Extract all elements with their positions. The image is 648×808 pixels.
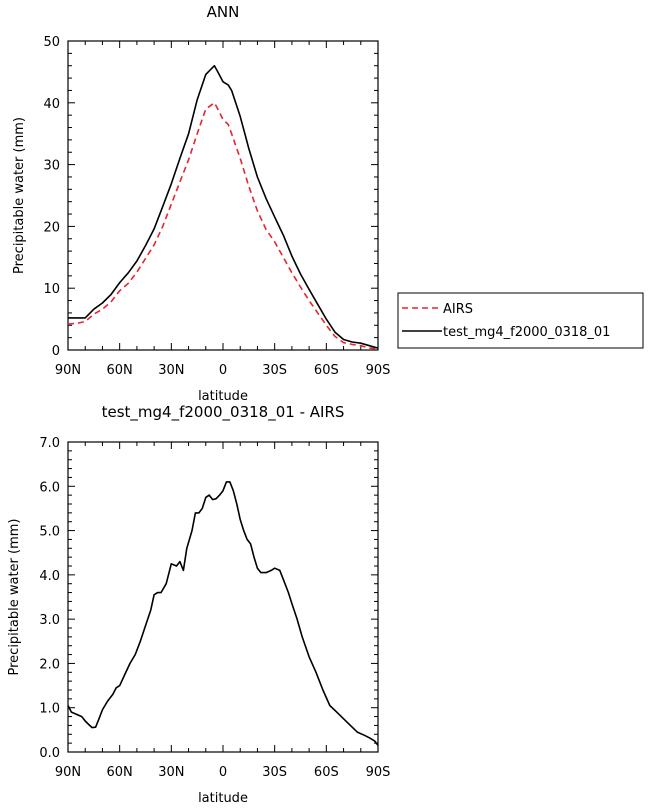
panel1-y-tick-label: 30 <box>43 159 60 174</box>
panel2-y-tick-label: 0.0 <box>39 746 60 761</box>
panel2-series-line-1 <box>67 481 379 746</box>
panel2-y-tick-label: 2.0 <box>39 657 60 672</box>
panel2-title: test_mg4_f2000_0318_01 - AIRS <box>102 403 345 422</box>
panel1-series-line-1 <box>67 102 379 350</box>
panel1-series-line-2 <box>68 64 379 349</box>
panel2-x-tick-label: 60S <box>314 765 339 780</box>
panel2-x-tick-label: 30N <box>158 765 184 780</box>
panel1-x-tick-label: 90N <box>55 363 81 378</box>
panel2-x-tick-label: 90N <box>55 765 81 780</box>
legend-label-2: test_mg4_f2000_0318_01 <box>443 325 610 340</box>
panel1-y-label: Precipitable water (mm) <box>12 117 27 274</box>
panel2-y-tick-label: 4.0 <box>39 569 60 584</box>
panel1-frame <box>67 40 379 351</box>
panel2-y-tick-label: 6.0 <box>39 480 60 495</box>
panel2-y-tick-label: 5.0 <box>39 525 60 540</box>
panel2-y-tick-label: 3.0 <box>39 613 60 628</box>
panel1-y-tick-label: 40 <box>43 97 60 112</box>
panel1-y-tick-label: 20 <box>43 220 60 235</box>
panel1-x-tick-label: 0 <box>219 363 227 378</box>
panel1-x-tick-label: 90S <box>366 363 391 378</box>
panel2-y-tick-label: 1.0 <box>39 702 60 717</box>
panel1-x-label: latitude <box>198 389 248 404</box>
panel2-y-label: Precipitable water (mm) <box>7 519 22 676</box>
legend-label-1: AIRS <box>443 302 473 317</box>
panel1-x-tick-label: 30S <box>262 363 287 378</box>
legend-box <box>397 292 644 349</box>
panel2-x-tick-label: 0 <box>219 765 227 780</box>
panel2-y-tick-label: 7.0 <box>39 436 60 451</box>
panel1-y-tick-label: 50 <box>43 35 60 50</box>
panel2-x-tick-label: 60N <box>107 765 133 780</box>
panel2-x-tick-label: 30S <box>262 765 287 780</box>
panel1-y-tick-label: 10 <box>43 282 60 297</box>
panel1-title: ANN <box>207 3 240 21</box>
panel2-x-label: latitude <box>198 791 248 806</box>
panel1-y-tick-label: 0 <box>52 344 60 359</box>
panel2-x-tick-label: 90S <box>366 765 391 780</box>
panel1-x-tick-label: 60S <box>314 363 339 378</box>
panel1-x-tick-label: 60N <box>107 363 133 378</box>
panel1-x-tick-label: 30N <box>158 363 184 378</box>
